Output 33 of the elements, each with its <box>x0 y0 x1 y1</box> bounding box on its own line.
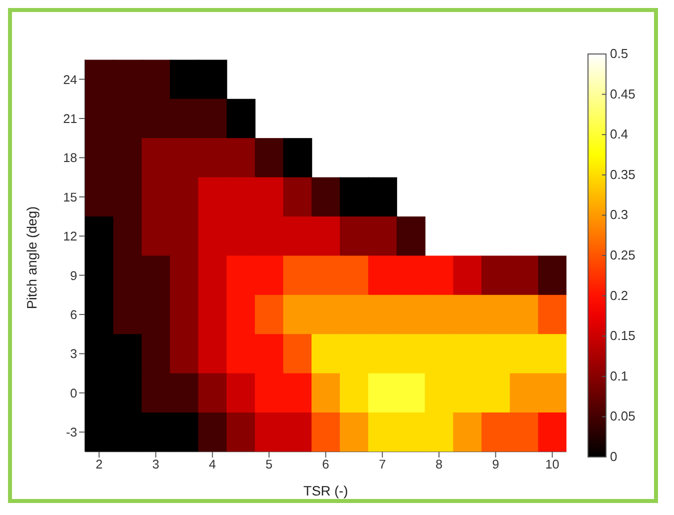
y-tick-label: 0 <box>70 386 78 400</box>
y-tick-label: 18 <box>63 151 78 166</box>
y-tick-label: 6 <box>70 308 78 322</box>
y-tick-label: 21 <box>63 112 78 126</box>
color-bar-label: 0.05 <box>610 408 636 424</box>
color-bar-label: 0.3 <box>610 207 628 222</box>
color-bar-label: 0.45 <box>610 86 636 102</box>
x-tick-label: 2 <box>96 457 103 472</box>
y-tick-label: 3 <box>70 347 78 362</box>
x-tick-label: 9 <box>492 457 500 472</box>
color-bar-label: 0.4 <box>610 126 628 142</box>
y-tick-label: 15 <box>63 190 78 204</box>
color-bar-label: 0.15 <box>610 328 636 344</box>
x-tick-label: 6 <box>322 457 330 472</box>
color-scale: 0 0.05 0.1 0.15 0.2 0.25 0.3 0.35 0.4 0.45 0.5 <box>586 12 654 512</box>
x-tick-label: 10 <box>545 457 560 472</box>
x-axis-title: TSR (-) <box>303 483 348 498</box>
color-bar-label: 0.1 <box>610 368 628 384</box>
y-tick-label: -3 <box>66 426 78 440</box>
color-bar-label: 0.35 <box>610 166 636 182</box>
color-bar-label: 0.2 <box>610 288 628 303</box>
color-bar-label: 0.5 <box>610 46 628 61</box>
y-tick-label: 9 <box>70 268 78 283</box>
x-tick-label: 4 <box>208 457 216 472</box>
y-tick-label: 24 <box>63 72 78 87</box>
color-bar-label: 0 <box>610 449 618 464</box>
y-axis-title: Pitch angle (deg) <box>24 206 40 310</box>
x-tick-label: 3 <box>152 457 160 472</box>
x-tick-label: 8 <box>435 457 443 472</box>
color-bar-label: 0.25 <box>610 248 636 262</box>
y-tick-label: 12 <box>63 230 78 244</box>
x-tick-label: 5 <box>266 457 273 472</box>
x-tick-label: 7 <box>378 457 386 472</box>
